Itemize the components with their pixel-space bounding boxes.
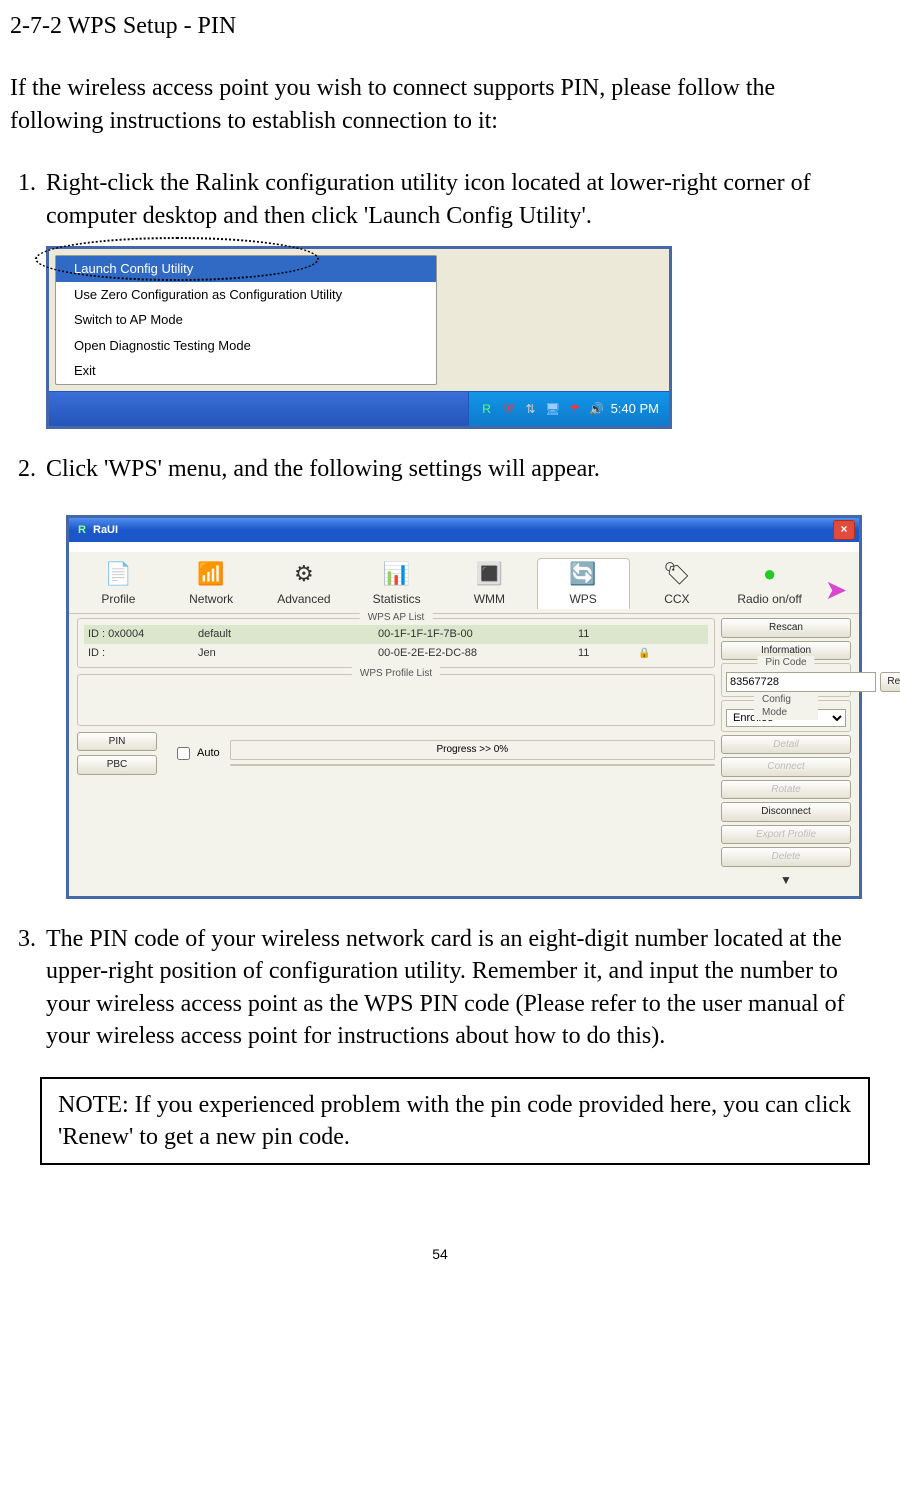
- step-1-text: Right-click the Ralink configuration uti…: [46, 170, 811, 228]
- ap-ssid: Jen: [198, 646, 378, 661]
- wmm-icon: 🔳: [472, 561, 506, 587]
- wps-icon: 🔄: [566, 561, 600, 587]
- step-1: Right-click the Ralink configuration uti…: [42, 167, 870, 429]
- page-number: 54: [10, 1245, 870, 1264]
- pin-code-input[interactable]: [726, 672, 876, 692]
- raui-title: RaUI: [91, 523, 833, 538]
- tab-wps-label: WPS: [569, 591, 596, 607]
- menu-item-exit[interactable]: Exit: [56, 358, 436, 384]
- note-box: NOTE: If you experienced problem with th…: [40, 1077, 870, 1166]
- step-3: The PIN code of your wireless network ca…: [42, 923, 870, 1053]
- detail-button: Detail: [721, 735, 851, 755]
- ap-channel: 11: [578, 627, 638, 642]
- raui-screenshot: R RaUI × 📄 Profile 📶 Network ⚙: [66, 515, 862, 899]
- tab-wmm-label: WMM: [474, 591, 505, 607]
- tab-network[interactable]: 📶 Network: [166, 559, 257, 609]
- lock-icon: 🔒: [638, 647, 668, 661]
- ap-bssid: 00-1F-1F-1F-7B-00: [378, 627, 578, 642]
- ap-id: ID :: [88, 646, 198, 661]
- tab-profile[interactable]: 📄 Profile: [73, 559, 164, 609]
- disconnect-button[interactable]: Disconnect: [721, 802, 851, 822]
- tab-profile-label: Profile: [101, 591, 135, 607]
- step-3-text: The PIN code of your wireless network ca…: [46, 926, 845, 1049]
- ap-ssid: default: [198, 627, 378, 642]
- tab-statistics[interactable]: 📊 Statistics: [351, 559, 442, 609]
- rescan-button[interactable]: Rescan: [721, 618, 851, 638]
- radio-icon: ●: [753, 561, 787, 587]
- tab-advanced[interactable]: ⚙ Advanced: [259, 559, 350, 609]
- tray-icon-network[interactable]: ⇅: [523, 401, 539, 417]
- ccx-icon: 🏷: [660, 561, 694, 587]
- section-title: 2-7-2 WPS Setup - PIN: [10, 10, 870, 42]
- tray-icon-volume[interactable]: 🔊: [589, 401, 605, 417]
- renew-button[interactable]: Renew: [880, 672, 900, 692]
- advanced-icon: ⚙: [287, 561, 321, 587]
- ap-id: ID : 0x0004: [88, 627, 198, 642]
- network-icon: 📶: [194, 561, 228, 587]
- wps-ap-list-title: WPS AP List: [360, 611, 433, 625]
- menu-item-diagnostic[interactable]: Open Diagnostic Testing Mode: [56, 333, 436, 359]
- raui-toolbar: 📄 Profile 📶 Network ⚙ Advanced 📊 Statist…: [69, 552, 859, 614]
- auto-checkbox[interactable]: Auto: [173, 744, 220, 763]
- taskbar: R ⛨ ⇅ 🖥 ☂ 🔊 5:40 PM: [49, 391, 669, 426]
- statistics-icon: 📊: [380, 561, 414, 587]
- rotate-button: Rotate: [721, 780, 851, 800]
- progress-bar: Progress >> 0%: [230, 740, 715, 760]
- wps-ap-list-group: WPS AP List ID : 0x0004 default 00-1F-1F…: [77, 618, 715, 668]
- wps-profile-list-group: WPS Profile List: [77, 674, 715, 726]
- ap-channel: 11: [578, 646, 638, 661]
- pbc-button[interactable]: PBC: [77, 755, 157, 775]
- delete-button: Delete: [721, 847, 851, 867]
- tab-advanced-label: Advanced: [277, 591, 330, 607]
- tray-icon-av[interactable]: ☂: [567, 401, 583, 417]
- export-profile-button: Export Profile: [721, 825, 851, 845]
- note-text: NOTE: If you experienced problem with th…: [58, 1092, 851, 1150]
- tray-icon-monitor[interactable]: 🖥: [545, 401, 561, 417]
- context-menu-screenshot: Launch Config Utility Use Zero Configura…: [46, 246, 672, 429]
- tab-radio[interactable]: ● Radio on/off: [724, 559, 815, 609]
- tray-icon-shield[interactable]: ⛨: [501, 401, 517, 417]
- connect-button: Connect: [721, 757, 851, 777]
- config-mode-group: Config Mode Enrollee: [721, 700, 851, 732]
- tab-network-label: Network: [189, 591, 233, 607]
- auto-label: Auto: [197, 746, 220, 761]
- status-box: [230, 764, 715, 766]
- tab-radio-label: Radio on/off: [737, 591, 802, 607]
- raui-titlebar: R RaUI ×: [69, 518, 859, 542]
- menu-item-launch[interactable]: Launch Config Utility: [56, 256, 436, 282]
- menu-item-zero-config[interactable]: Use Zero Configuration as Configuration …: [56, 282, 436, 308]
- tab-statistics-label: Statistics: [373, 591, 421, 607]
- pin-code-title: Pin Code: [757, 656, 814, 670]
- config-mode-title: Config Mode: [754, 693, 818, 720]
- tab-ccx-label: CCX: [664, 591, 689, 607]
- ap-row-2[interactable]: ID : Jen 00-0E-2E-E2-DC-88 11 🔒: [84, 644, 708, 663]
- wps-profile-list-title: WPS Profile List: [352, 667, 440, 681]
- profile-icon: 📄: [101, 561, 135, 587]
- system-tray: R ⛨ ⇅ 🖥 ☂ 🔊 5:40 PM: [468, 392, 669, 426]
- context-menu: Launch Config Utility Use Zero Configura…: [55, 255, 437, 385]
- tab-wmm[interactable]: 🔳 WMM: [444, 559, 535, 609]
- step-2-text: Click 'WPS' menu, and the following sett…: [46, 456, 600, 482]
- pin-button[interactable]: PIN: [77, 732, 157, 752]
- profile-list-empty: [84, 681, 708, 721]
- tray-time: 5:40 PM: [611, 400, 659, 418]
- auto-checkbox-input[interactable]: [177, 747, 190, 760]
- raui-app-icon: R: [73, 523, 91, 538]
- ap-bssid: 00-0E-2E-E2-DC-88: [378, 646, 578, 661]
- menu-item-switch-ap[interactable]: Switch to AP Mode: [56, 307, 436, 333]
- tray-icon-ralink[interactable]: R: [479, 401, 495, 417]
- pin-code-group: Pin Code Renew: [721, 663, 851, 697]
- tab-wps[interactable]: 🔄 WPS: [537, 558, 630, 609]
- tab-ccx[interactable]: 🏷 CCX: [632, 559, 723, 609]
- close-icon[interactable]: ×: [833, 520, 855, 540]
- intro-text: If the wireless access point you wish to…: [10, 72, 870, 137]
- help-icon[interactable]: ➤: [817, 573, 855, 609]
- expand-down-icon[interactable]: ▼: [721, 872, 851, 888]
- step-2: Click 'WPS' menu, and the following sett…: [42, 453, 870, 899]
- ap-row-1[interactable]: ID : 0x0004 default 00-1F-1F-1F-7B-00 11: [84, 625, 708, 644]
